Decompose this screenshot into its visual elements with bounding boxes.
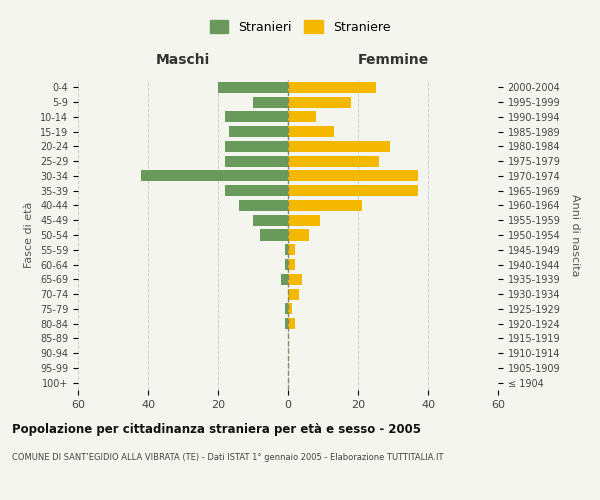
Bar — [218, 82, 288, 93]
Text: Maschi: Maschi — [156, 54, 210, 68]
Bar — [288, 244, 295, 256]
Bar — [284, 259, 288, 270]
Text: Popolazione per cittadinanza straniera per età e sesso - 2005: Popolazione per cittadinanza straniera p… — [12, 422, 421, 436]
Legend: Stranieri, Straniere: Stranieri, Straniere — [203, 14, 397, 40]
Bar — [229, 126, 288, 137]
Bar — [281, 274, 288, 285]
Bar — [284, 304, 288, 314]
Bar — [284, 244, 288, 256]
Bar — [288, 156, 379, 166]
Bar — [288, 304, 292, 314]
Bar — [225, 156, 288, 166]
Bar — [253, 214, 288, 226]
Text: COMUNE DI SANT’EGIDIO ALLA VIBRATA (TE) - Dati ISTAT 1° gennaio 2005 - Elaborazi: COMUNE DI SANT’EGIDIO ALLA VIBRATA (TE) … — [12, 452, 443, 462]
Y-axis label: Anni di nascita: Anni di nascita — [570, 194, 580, 276]
Bar — [288, 112, 316, 122]
Bar — [260, 230, 288, 240]
Bar — [288, 259, 295, 270]
Bar — [284, 318, 288, 329]
Bar — [288, 214, 320, 226]
Bar — [288, 170, 418, 181]
Y-axis label: Fasce di età: Fasce di età — [25, 202, 34, 268]
Bar — [141, 170, 288, 181]
Bar — [288, 230, 309, 240]
Bar — [288, 185, 418, 196]
Bar — [239, 200, 288, 211]
Bar — [225, 112, 288, 122]
Bar — [288, 318, 295, 329]
Bar — [288, 288, 299, 300]
Bar — [288, 82, 376, 93]
Bar — [253, 96, 288, 108]
Bar — [288, 141, 389, 152]
Text: Femmine: Femmine — [358, 54, 428, 68]
Bar — [288, 274, 302, 285]
Bar — [288, 200, 361, 211]
Bar — [225, 141, 288, 152]
Bar — [288, 126, 334, 137]
Bar — [225, 185, 288, 196]
Bar — [288, 96, 351, 108]
